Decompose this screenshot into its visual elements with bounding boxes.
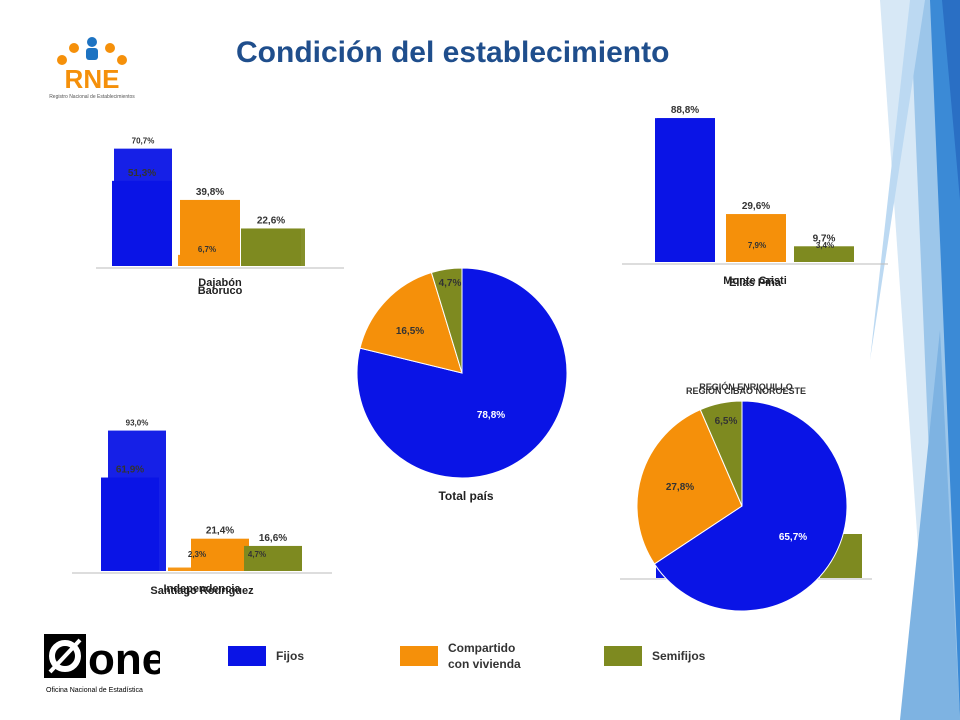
- legend-label-compartido: Compartido con vivienda: [448, 641, 521, 671]
- page-title: Condición del establecimiento: [236, 36, 670, 69]
- chart-2-bar-0-2: [244, 545, 302, 571]
- chart-4-slice-label-0: 65,7%: [779, 532, 807, 543]
- chart-1-value-label-0-1: 29,6%: [742, 201, 770, 212]
- chart-0-value-label-1-0: 70,7%: [132, 137, 155, 146]
- chart-1-value-label-1-1: 7,9%: [748, 241, 766, 250]
- chart-2-xlabel-0: Santiago Rodríguez: [150, 585, 254, 597]
- legend-item-compartido: Compartido con vivienda: [400, 640, 538, 672]
- chart-3-slice-0: [356, 267, 568, 479]
- chart-2-xlabel-1: Independencia: [163, 583, 241, 595]
- rne-logo-text: RNE: [65, 64, 120, 94]
- chart-0-xlabel-0: Dajabón: [198, 277, 242, 289]
- chart-3-slice-label-0: 78,8%: [477, 410, 505, 421]
- chart-1-value-label-0-2: 9,7%: [813, 233, 836, 244]
- one-logo: one Oficina Nacional de Estadística: [44, 634, 160, 694]
- chart-3-slice-2: [430, 267, 463, 374]
- chart-4-title-0: REGIÓN ENRIQUILLO: [699, 381, 793, 392]
- legend-item-fijos: Fijos: [228, 646, 304, 666]
- legend-swatch-fijos: [228, 646, 266, 666]
- chart-2-value-label-0-1: 21,4%: [206, 526, 234, 537]
- chart-0-value-label-1-1: 6,7%: [198, 245, 216, 254]
- chart-0-xlabel-1: Baoruco: [198, 285, 243, 297]
- chart-4-slice-label-1: 27,8%: [666, 482, 694, 493]
- one-logo-text: one: [88, 635, 160, 684]
- chart-1-xlabel-1: Elías Piña: [729, 277, 782, 289]
- chart-1-value-label-1-2: 3,4%: [816, 241, 834, 250]
- legend-label-fijos: Fijos: [276, 649, 305, 663]
- chart-0-bar-0-1: [180, 199, 240, 266]
- chart-4-slice-2: [699, 400, 743, 507]
- legend-swatch-semifijos: [604, 646, 642, 666]
- chart-1-bar-0-2: [794, 246, 854, 262]
- chart-1-value-label-0-0: 88,8%: [671, 105, 699, 116]
- chart-4-slice-0: [653, 400, 848, 612]
- chart-4-slice-1: [636, 408, 743, 565]
- chart-3-slice-1: [359, 271, 463, 374]
- chart-1-xlabel-0: Monte Cristi: [723, 275, 787, 287]
- chart-0-value-label-0-0: 51,3%: [128, 168, 156, 179]
- chart-0-value-label-0-1: 39,8%: [196, 187, 224, 198]
- chart-2-value-label-1-0: 93,0%: [126, 419, 149, 428]
- chart-0-value-label-0-2: 22,6%: [257, 215, 285, 226]
- legend-item-semifijos: Semifijos: [604, 646, 705, 666]
- chart-4-title-1: REGIÓN CIBAO NOROESTE: [686, 385, 806, 396]
- chart-2-value-label-1-2: 4,7%: [248, 550, 266, 559]
- chart-0-bar-0-0: [112, 180, 172, 266]
- rne-logo-subtitle: Registro Nacional de Establecimientos: [49, 94, 135, 100]
- chart-2-value-label-0-0: 61,9%: [116, 465, 144, 476]
- chart-3-title: Total país: [438, 489, 493, 503]
- chart-1-bar-0-0: [655, 118, 715, 262]
- legend-label-semifijos: Semifijos: [652, 649, 706, 663]
- chart-1-bar-0-1: [726, 214, 786, 262]
- chart-2-bar-0-1: [191, 538, 249, 571]
- legend-swatch-compartido: [400, 646, 438, 666]
- chart-3-slice-label-2: 4,7%: [439, 278, 462, 289]
- chart-2-bar-0-0: [101, 477, 159, 571]
- chart-4-slice-label-2: 6,5%: [715, 416, 738, 427]
- chart-0-bar-0-2: [241, 228, 301, 266]
- chart-2-value-label-1-1: 2,3%: [188, 550, 206, 559]
- decorative-side-panel: [870, 0, 960, 720]
- chart-2-value-label-0-2: 16,6%: [259, 533, 287, 544]
- rne-logo: RNE Registro Nacional de Establecimiento…: [49, 37, 135, 100]
- one-logo-subtitle: Oficina Nacional de Estadística: [46, 687, 143, 694]
- chart-3-slice-label-1: 16,5%: [396, 326, 424, 337]
